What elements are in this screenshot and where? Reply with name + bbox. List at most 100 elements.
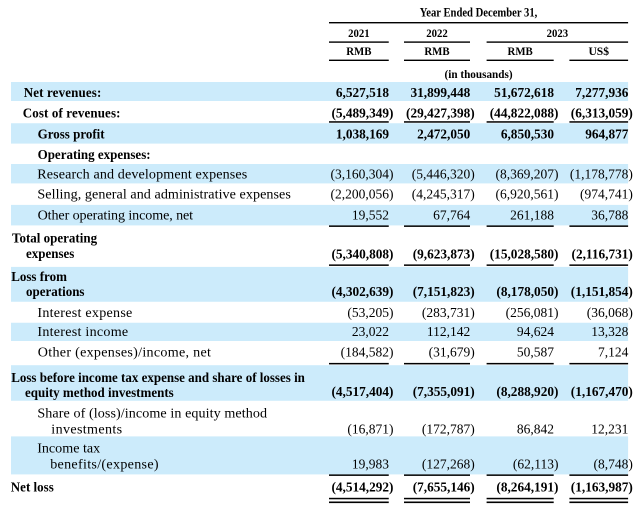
svg-text:): ) [628,284,632,300]
svg-text:6,527,518: 6,527,518 [336,85,389,100]
svg-text:964,877: 964,877 [585,126,628,141]
svg-text:): ) [389,479,393,495]
svg-text:equity method investments: equity method investments [25,385,174,400]
svg-text:): ) [389,384,393,400]
svg-text:): ) [470,187,475,202]
svg-text:): ) [470,167,475,182]
svg-text:(4,245,317: (4,245,317 [412,187,471,202]
svg-text:): ) [470,284,474,300]
svg-text:): ) [554,284,558,300]
svg-text:): ) [628,479,632,495]
svg-text:(8,748: (8,748 [594,457,629,472]
svg-text:(256,081: (256,081 [506,305,554,320]
svg-text:(62,113: (62,113 [513,457,554,472]
svg-text:RMB: RMB [508,46,534,58]
svg-text:): ) [628,457,633,472]
svg-text:Share of (loss)/income in equi: Share of (loss)/income in equity method [37,406,267,422]
svg-text:): ) [470,105,474,121]
svg-text:): ) [470,421,475,436]
svg-text:): ) [470,246,474,262]
svg-text:): ) [628,187,633,202]
svg-text:(127,268: (127,268 [422,457,471,472]
svg-text:): ) [628,384,632,400]
svg-text:(53,205: (53,205 [347,305,389,320]
svg-text:Year Ended December 31,: Year Ended December 31, [420,6,538,20]
svg-text:2,472,050: 2,472,050 [417,126,470,141]
svg-text:(6,920,561: (6,920,561 [496,187,555,202]
svg-text:): ) [554,457,559,472]
svg-text:1,038,169: 1,038,169 [336,126,389,141]
svg-text:(7,355,091: (7,355,091 [413,384,471,400]
svg-text:): ) [470,479,474,495]
svg-text:(in thousands): (in thousands) [445,69,513,81]
svg-text:(1,163,987: (1,163,987 [571,479,629,495]
svg-text:): ) [470,345,475,360]
svg-text:Total operating: Total operating [12,230,97,245]
svg-text:(36,068: (36,068 [587,305,629,320]
svg-text:Operating expenses:: Operating expenses: [38,147,151,162]
svg-text:benefits/(expense): benefits/(expense) [50,457,159,473]
svg-text:67,764: 67,764 [433,208,470,223]
svg-text:(4,517,404: (4,517,404 [331,384,389,400]
svg-text:(8,178,050: (8,178,050 [496,284,554,300]
svg-text:): ) [554,479,558,495]
svg-text:RMB: RMB [346,46,372,58]
svg-text:): ) [554,105,558,121]
svg-text:): ) [389,284,393,300]
svg-text:(16,871: (16,871 [347,421,389,436]
svg-text:2023: 2023 [547,27,569,39]
svg-text:(3,160,304: (3,160,304 [331,167,390,182]
svg-text:Other operating income, net: Other operating income, net [38,208,194,224]
svg-text:7,277,936: 7,277,936 [575,85,628,100]
svg-text:(44,822,088: (44,822,088 [490,105,554,121]
svg-text:): ) [554,384,558,400]
svg-text:(4,302,639: (4,302,639 [331,284,389,300]
svg-text:): ) [554,187,559,202]
svg-text:Selling, general and administr: Selling, general and administrative expe… [37,187,291,203]
svg-text:(5,489,349: (5,489,349 [331,105,389,121]
svg-text:Net revenues:: Net revenues: [24,85,102,100]
svg-text:51,672,618: 51,672,618 [494,85,554,100]
svg-text:Net loss: Net loss [11,479,54,494]
svg-text:Gross profit: Gross profit [38,126,106,141]
svg-text:(29,427,398: (29,427,398 [406,105,470,121]
svg-text:): ) [389,305,394,320]
svg-text:investments: investments [51,421,122,437]
svg-text:2022: 2022 [426,27,448,39]
svg-text:operations: operations [26,284,84,299]
svg-text:(5,446,320: (5,446,320 [412,167,471,182]
svg-text:): ) [389,345,394,360]
svg-text:): ) [628,305,633,320]
svg-text:): ) [389,105,393,121]
svg-text:31,899,448: 31,899,448 [410,85,470,100]
svg-text:(7,151,823: (7,151,823 [413,284,471,300]
svg-text:): ) [389,167,394,182]
svg-text:Cost of revenues:: Cost of revenues: [23,105,121,120]
svg-text:): ) [389,421,394,436]
svg-text:12,231: 12,231 [591,421,628,436]
svg-text:94,624: 94,624 [517,324,554,339]
svg-text:): ) [554,305,559,320]
svg-text:Research and development expen: Research and development expenses [37,167,247,183]
svg-text:): ) [554,246,558,262]
svg-text:112,142: 112,142 [427,324,470,339]
svg-text:(8,264,191: (8,264,191 [496,479,554,495]
svg-text:(1,167,470: (1,167,470 [571,384,629,400]
svg-text:Interest income: Interest income [37,324,128,340]
svg-text:Other (expenses)/income, net: Other (expenses)/income, net [38,345,211,361]
svg-text:(9,623,873: (9,623,873 [413,246,471,262]
svg-text:): ) [628,246,632,262]
svg-text:6,850,530: 6,850,530 [501,126,554,141]
svg-text:Interest expense: Interest expense [37,305,132,321]
svg-text:(283,731: (283,731 [422,305,470,320]
svg-text:(5,340,808: (5,340,808 [331,246,389,262]
svg-text:RMB: RMB [424,46,450,58]
svg-text:(2,200,056: (2,200,056 [331,187,390,202]
svg-text:): ) [470,305,475,320]
svg-text:19,552: 19,552 [352,208,389,223]
svg-text:(172,787: (172,787 [422,421,471,436]
svg-text:(974,741: (974,741 [580,187,628,202]
svg-text:86,842: 86,842 [517,421,554,436]
svg-text:): ) [470,384,474,400]
svg-text:7,124: 7,124 [598,345,629,360]
